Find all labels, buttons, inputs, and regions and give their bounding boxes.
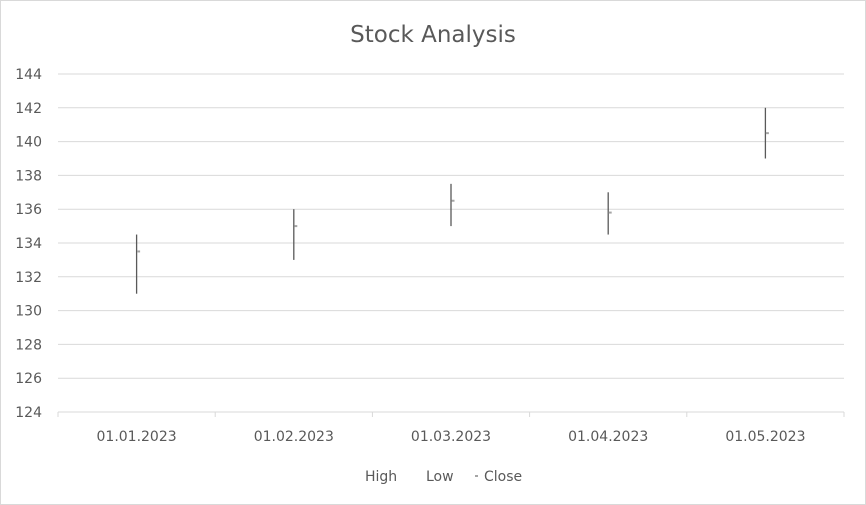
high-low-lines xyxy=(135,107,767,294)
x-axis xyxy=(57,411,845,417)
y-tick-label: 140 xyxy=(15,135,42,151)
y-axis-tick-labels: 124 126 128 130 132 134 136 138 140 142 144 xyxy=(15,67,42,421)
x-tick-label: 01.01.2023 xyxy=(97,429,177,445)
y-tick-label: 132 xyxy=(15,270,42,286)
x-tick-label: 01.02.2023 xyxy=(254,429,334,445)
legend-entry-close: Close xyxy=(484,469,522,485)
y-tick-label: 126 xyxy=(15,371,42,387)
y-tick-label: 144 xyxy=(15,67,42,83)
y-tick-label: 124 xyxy=(15,405,42,421)
close-markers xyxy=(137,132,769,253)
legend-entry-high: High xyxy=(365,469,397,485)
chart-title: Stock Analysis xyxy=(350,22,516,48)
x-tick-label: 01.04.2023 xyxy=(568,429,648,445)
x-tick-label: 01.03.2023 xyxy=(411,429,491,445)
y-tick-label: 134 xyxy=(15,236,42,252)
y-tick-label: 142 xyxy=(15,101,42,117)
y-tick-label: 128 xyxy=(15,337,42,353)
legend: High Low Close xyxy=(365,469,522,485)
x-tick-label: 01.05.2023 xyxy=(725,429,805,445)
y-tick-label: 130 xyxy=(15,304,42,320)
y-tick-label: 138 xyxy=(15,168,42,184)
x-axis-tick-labels: 01.01.2023 01.02.2023 01.03.2023 01.04.2023… xyxy=(97,429,806,445)
y-tick-label: 136 xyxy=(15,202,42,218)
legend-entry-low: Low xyxy=(426,469,454,485)
